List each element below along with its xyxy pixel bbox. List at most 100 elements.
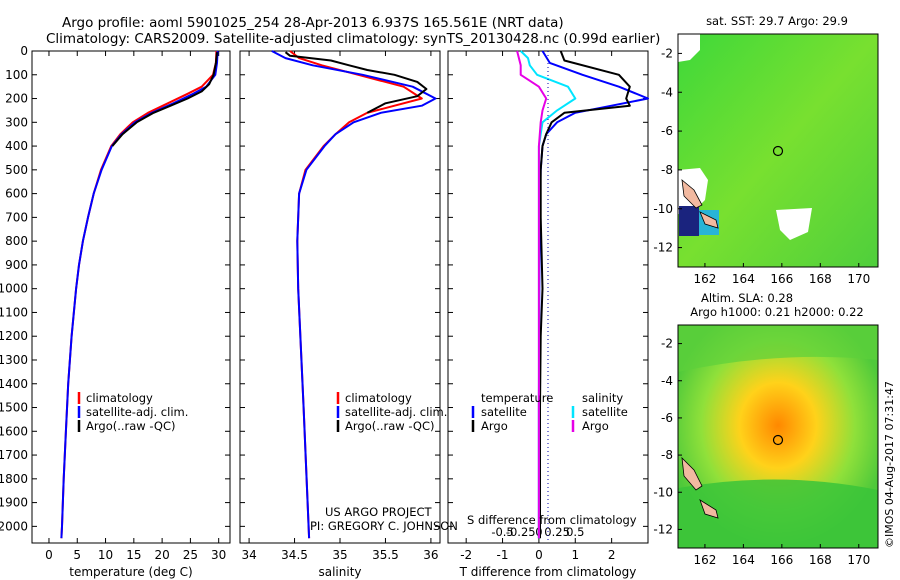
map-x-tick-label: 164 (732, 553, 755, 567)
top-x-tick-label: 0.25 (544, 525, 570, 539)
sst-map-title: sat. SST: 29.7 Argo: 29.9 (706, 14, 848, 28)
map-y-tick-label: -4 (661, 374, 673, 388)
x-tick-label: -1 (497, 548, 509, 562)
map-y-tick-label: -6 (661, 124, 673, 138)
sla-low-band (678, 325, 878, 372)
map-x-tick-label: 168 (809, 553, 832, 567)
y-tick-label: 1100 (0, 305, 28, 319)
sla-map-ticks: 162 164 166 168 170 -2 -4 -6 -8 -10 -12 (653, 337, 870, 567)
y-tick-label: 1700 (0, 448, 28, 462)
x-tick-label: 25 (183, 548, 198, 562)
series-line-argo-raw-qc- (111, 52, 218, 147)
map-x-tick-label: 162 (693, 553, 716, 567)
credit-line-1: US ARGO PROJECT (325, 505, 433, 519)
temperature-y-ticks: 0 100 200 300 400 500 600 700 800 900 1000 1100 1200… (0, 44, 230, 533)
legend-label-satellite: satellite-adj. clim. (86, 405, 188, 419)
map-y-tick-label: -12 (653, 522, 673, 536)
difference-y-ticks (448, 50, 648, 527)
map-x-tick-label: 168 (809, 272, 832, 286)
map-x-tick-label: 162 (693, 272, 716, 286)
x-tick-label: 30 (211, 548, 226, 562)
y-tick-label: 1300 (0, 353, 28, 367)
series-line-satellite-adj-clim- (60, 50, 219, 539)
island-icon (681, 179, 703, 209)
credit-line-2: PI: GREGORY C. JOHNSON (310, 519, 458, 533)
series-line-argo-raw-qc- (284, 51, 428, 114)
y-tick-label: 1200 (0, 329, 28, 343)
x-tick-label: 10 (98, 548, 113, 562)
y-tick-label: 1000 (0, 282, 28, 296)
legend-label-s-satellite: satellite (582, 405, 628, 419)
legend-label-climatology: climatology (345, 391, 412, 405)
sla-map-title-2: Argo h1000: 0.21 h2000: 0.22 (690, 305, 863, 319)
series-line-satellite-adj-clim- (271, 50, 437, 539)
map-y-tick-label: -8 (661, 163, 673, 177)
x-tick-label: 36 (423, 548, 438, 562)
series-line-t-satellite (537, 50, 649, 539)
y-tick-label: 600 (5, 187, 28, 201)
legend-label-satellite: satellite-adj. clim. (345, 405, 447, 419)
map-y-tick-label: -10 (653, 202, 673, 216)
y-tick-label: 300 (5, 115, 28, 129)
legend-label-climatology: climatology (86, 391, 153, 405)
island-icon (681, 456, 703, 491)
top-x-tick-label: -0.25 (506, 525, 536, 539)
sst-map-ticks: 162 164 166 168 170 -2 -4 -6 -8 -10 -12 (653, 46, 870, 286)
y-tick-label: 700 (5, 210, 28, 224)
difference-lines (516, 50, 649, 539)
legend-title-salinity: salinity (582, 391, 623, 405)
y-tick-label: 1400 (0, 377, 28, 391)
difference-panel (447, 50, 649, 544)
series-line-s-argo (516, 50, 548, 539)
x-tick-label: 5 (73, 548, 81, 562)
map-x-tick-label: 166 (770, 553, 793, 567)
y-tick-label: 1600 (0, 424, 28, 438)
salinity-x-ticks: 34 34.5 35 35.5 36 (241, 51, 439, 562)
y-tick-label: 800 (5, 234, 28, 248)
title-line-2: Climatology: CARS2009. Satellite-adjuste… (46, 31, 660, 47)
series-line-s-satellite (520, 50, 577, 539)
x-tick-label: 34.5 (281, 548, 308, 562)
map-y-tick-label: -10 (653, 485, 673, 499)
series-line-climatology (60, 50, 218, 539)
salinity-lines (271, 50, 437, 539)
difference-top-label: S difference from climatology (467, 513, 637, 527)
temperature-legend: climatology satellite-adj. clim. Argo(..… (77, 391, 188, 433)
map-y-tick-label: -2 (661, 337, 673, 351)
legend-label-argo: Argo(..raw -QC) (86, 419, 176, 433)
salinity-panel (239, 50, 441, 544)
sst-map-panel (677, 33, 879, 268)
map-y-tick-label: -2 (661, 46, 673, 60)
y-tick-label: 500 (5, 163, 28, 177)
x-tick-label: 2 (608, 548, 616, 562)
profile-location-marker (772, 145, 784, 157)
x-tick-label: 20 (154, 548, 169, 562)
x-tick-label: 35.5 (372, 548, 399, 562)
y-tick-label: 400 (5, 139, 28, 153)
island-icon (699, 211, 719, 229)
map-y-tick-label: -4 (661, 85, 673, 99)
difference-xlabel: T difference from climatology (459, 565, 637, 579)
top-x-tick-label: 0.5 (566, 525, 584, 539)
series-line-climatology (289, 50, 423, 539)
temperature-panel (31, 50, 231, 544)
x-tick-label: 35 (332, 548, 347, 562)
y-tick-label: 1500 (0, 401, 28, 415)
temperature-xlabel: temperature (deg C) (69, 565, 192, 579)
sst-gap (776, 208, 812, 240)
sla-map-panel (677, 324, 879, 549)
map-y-tick-label: -12 (653, 241, 673, 255)
difference-x-ticks: -2 -1 0 1 2 (460, 51, 615, 562)
temperature-x-ticks: 0 5 10 15 20 25 30 (45, 51, 226, 562)
legend-label-s-argo: Argo (582, 419, 609, 433)
difference-legend: temperature salinity satellite Argo sate… (471, 391, 628, 433)
map-x-tick-label: 170 (847, 553, 870, 567)
legend-label-t-satellite: satellite (481, 405, 527, 419)
x-tick-label: 1 (571, 548, 579, 562)
sla-low-band (678, 479, 878, 548)
salinity-xlabel: salinity (318, 565, 361, 579)
map-x-tick-label: 170 (847, 272, 870, 286)
top-x-tick-label: -0.5 (491, 525, 513, 539)
sst-gap (678, 34, 700, 62)
y-tick-label: 200 (5, 92, 28, 106)
